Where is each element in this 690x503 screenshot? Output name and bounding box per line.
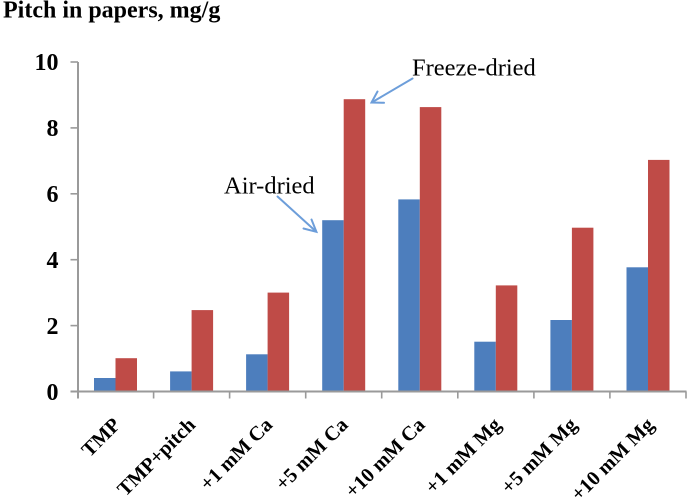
svg-text:Pitch in papers, mg/g: Pitch in papers, mg/g	[3, 0, 220, 24]
svg-text:6: 6	[47, 182, 59, 208]
svg-text:0: 0	[47, 380, 59, 406]
svg-text:10: 10	[35, 50, 59, 76]
svg-text:8: 8	[47, 116, 59, 142]
svg-text:Air-dried: Air-dried	[224, 173, 315, 200]
svg-text:Freeze-dried: Freeze-dried	[412, 55, 536, 82]
svg-text:4: 4	[47, 248, 59, 274]
svg-text:2: 2	[47, 314, 59, 340]
